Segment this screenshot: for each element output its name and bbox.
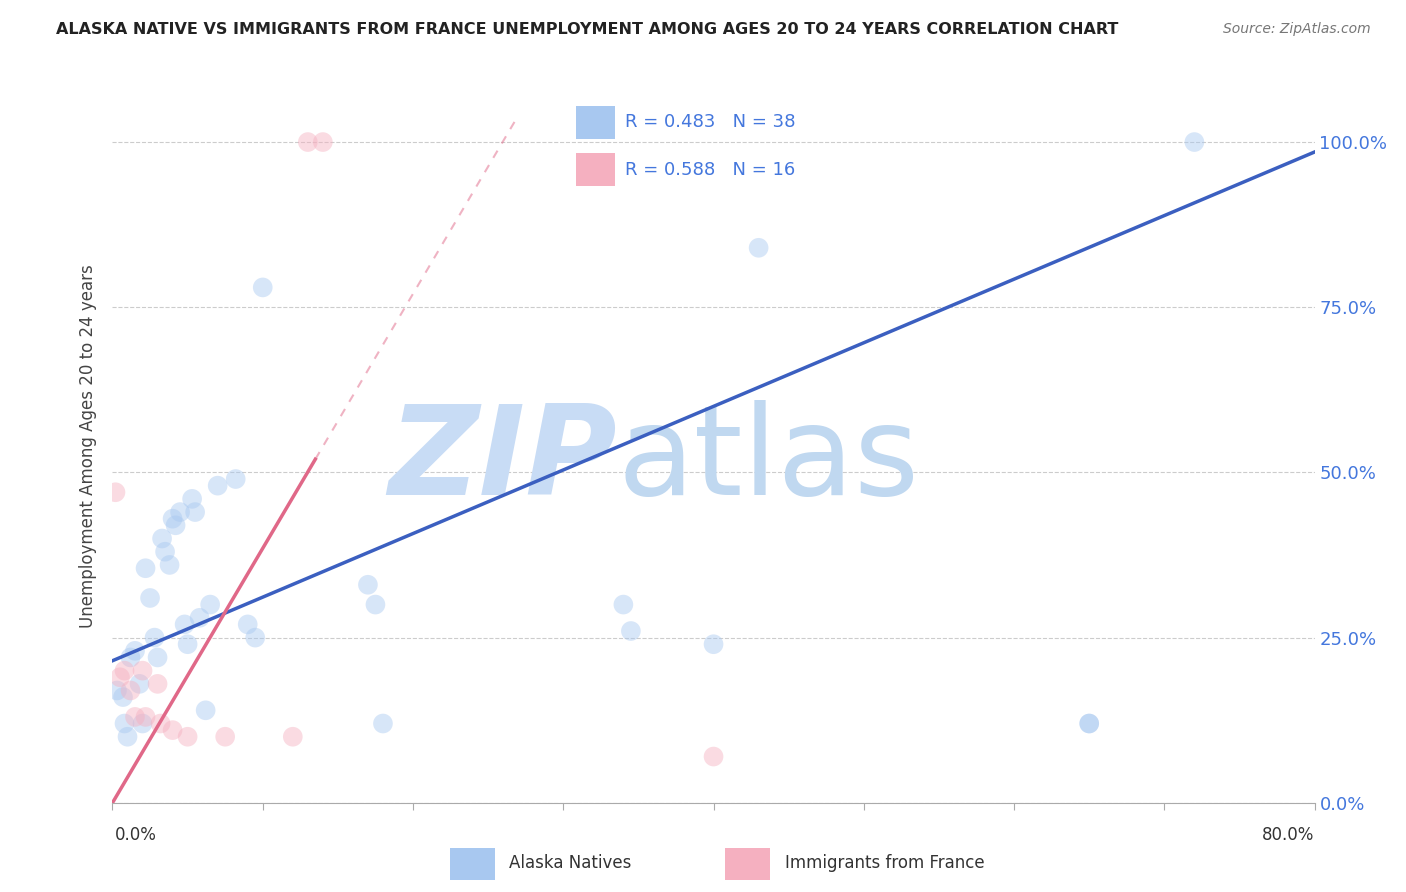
Point (281, 730, 304, 744)
Text: 80.0%: 80.0% (1263, 826, 1315, 844)
Point (159, 558, 181, 572)
Point (207, 478, 229, 492)
Point (135, 710, 157, 724)
Text: ALASKA NATIVE VS IMMIGRANTS FROM FRANCE UNEMPLOYMENT AMONG AGES 20 TO 24 YEARS C: ALASKA NATIVE VS IMMIGRANTS FROM FRANCE … (56, 22, 1119, 37)
Point (194, 703, 217, 717)
Point (702, 749, 725, 764)
Point (111, 690, 134, 704)
Text: atlas: atlas (617, 400, 920, 521)
Point (131, 664, 153, 678)
Point (176, 637, 198, 651)
Text: ZIP: ZIP (388, 400, 617, 521)
Point (146, 677, 169, 691)
Point (297, 135, 319, 149)
Point (371, 716, 394, 731)
Point (620, 624, 643, 638)
Point (181, 491, 204, 506)
Point (612, 598, 634, 612)
Text: R = 0.588   N = 16: R = 0.588 N = 16 (626, 161, 796, 178)
Point (117, 730, 139, 744)
Point (135, 561, 157, 575)
Point (1184, 135, 1206, 149)
Point (198, 598, 221, 612)
Point (245, 631, 267, 645)
Point (173, 617, 195, 632)
Point (120, 650, 142, 665)
Point (165, 518, 187, 533)
Point (176, 730, 198, 744)
Point (143, 631, 166, 645)
Y-axis label: Unemployment Among Ages 20 to 24 years: Unemployment Among Ages 20 to 24 years (79, 264, 97, 628)
Point (124, 644, 146, 658)
Point (114, 716, 136, 731)
Point (149, 716, 172, 731)
Point (1078, 716, 1101, 731)
Point (357, 578, 380, 592)
Point (702, 637, 725, 651)
Point (225, 472, 247, 486)
FancyBboxPatch shape (450, 848, 495, 880)
FancyBboxPatch shape (575, 106, 616, 139)
Point (364, 598, 387, 612)
Point (104, 485, 127, 500)
Point (153, 545, 176, 559)
Point (169, 505, 191, 519)
Point (120, 683, 142, 698)
Point (146, 650, 169, 665)
Text: Alaska Natives: Alaska Natives (509, 854, 631, 872)
Point (214, 730, 236, 744)
Point (188, 611, 211, 625)
FancyBboxPatch shape (575, 153, 616, 186)
FancyBboxPatch shape (725, 848, 770, 880)
Point (312, 135, 335, 149)
Point (139, 591, 162, 605)
Text: Source: ZipAtlas.com: Source: ZipAtlas.com (1223, 22, 1371, 37)
Point (748, 241, 770, 255)
Text: Immigrants from France: Immigrants from France (785, 854, 984, 872)
Point (252, 280, 274, 294)
Point (108, 670, 131, 684)
Point (128, 677, 150, 691)
Text: R = 0.483   N = 38: R = 0.483 N = 38 (626, 113, 796, 131)
Point (105, 683, 128, 698)
Point (162, 511, 184, 525)
Point (1078, 716, 1101, 731)
Point (184, 505, 207, 519)
Point (162, 723, 184, 738)
Text: 0.0%: 0.0% (115, 826, 157, 844)
Point (236, 617, 259, 632)
Point (124, 710, 146, 724)
Point (150, 532, 173, 546)
Point (114, 664, 136, 678)
Point (131, 716, 153, 731)
